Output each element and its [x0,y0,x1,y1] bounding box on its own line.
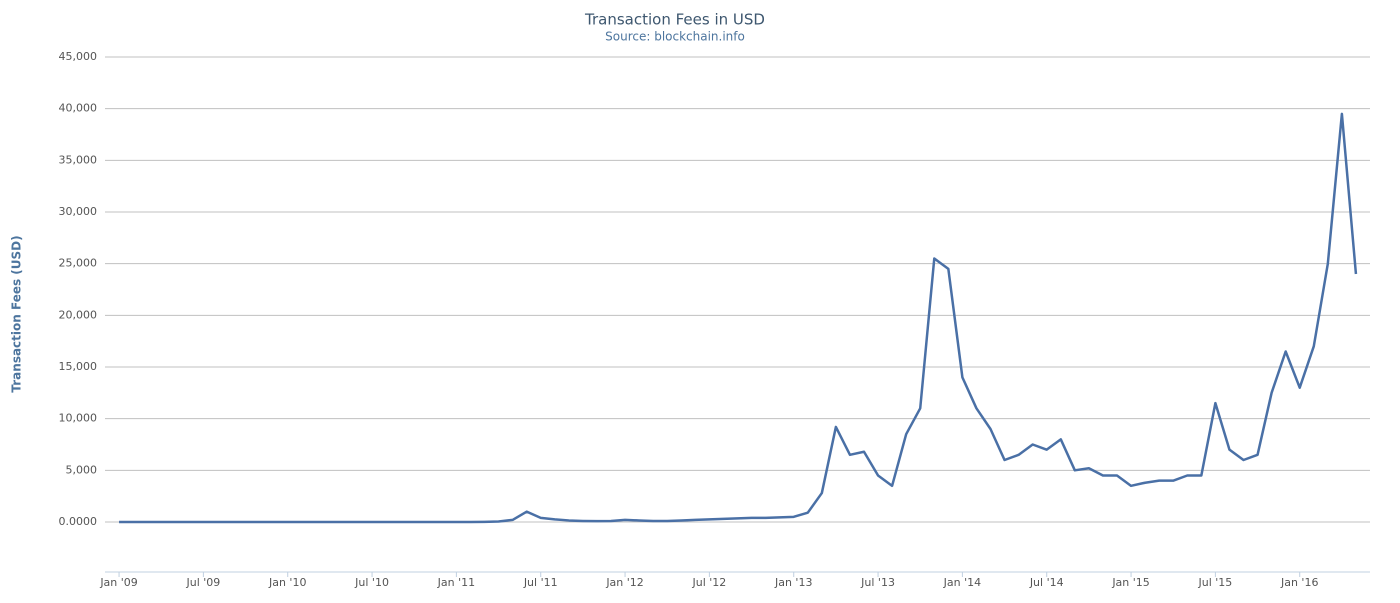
x-tick-label: Jul '11 [523,576,558,589]
x-tick-label: Jan '09 [99,576,137,589]
y-tick-label: 15,000 [59,360,98,373]
chart-subtitle: Source: blockchain.info [605,30,745,44]
chart-title: Transaction Fees in USD [584,11,765,29]
y-tick-label: 35,000 [59,153,98,166]
y-tick-label: 0.0000 [59,515,98,528]
y-tick-label: 20,000 [59,308,98,321]
y-tick-label: 25,000 [59,257,98,270]
x-tick-label: Jan '12 [605,576,643,589]
y-axis-title: Transaction Fees (USD) [10,235,24,392]
y-tick-label: 40,000 [59,102,98,115]
x-tick-label: Jul '14 [1029,576,1064,589]
y-tick-label: 30,000 [59,205,98,218]
x-tick-label: Jul '10 [354,576,389,589]
x-tick-label: Jan '15 [1111,576,1149,589]
x-tick-label: Jan '13 [774,576,812,589]
y-tick-label: 10,000 [59,412,98,425]
x-tick-label: Jul '15 [1197,576,1232,589]
x-tick-label: Jan '11 [437,576,475,589]
x-tick-label: Jul '12 [691,576,726,589]
x-tick-label: Jul '09 [185,576,220,589]
x-tick-label: Jan '10 [268,576,306,589]
y-tick-label: 5,000 [66,463,98,476]
x-tick-label: Jul '13 [860,576,895,589]
x-tick-label: Jan '14 [943,576,981,589]
x-tick-label: Jan '16 [1280,576,1318,589]
data-line [119,112,1358,524]
y-tick-label: 45,000 [59,50,98,63]
